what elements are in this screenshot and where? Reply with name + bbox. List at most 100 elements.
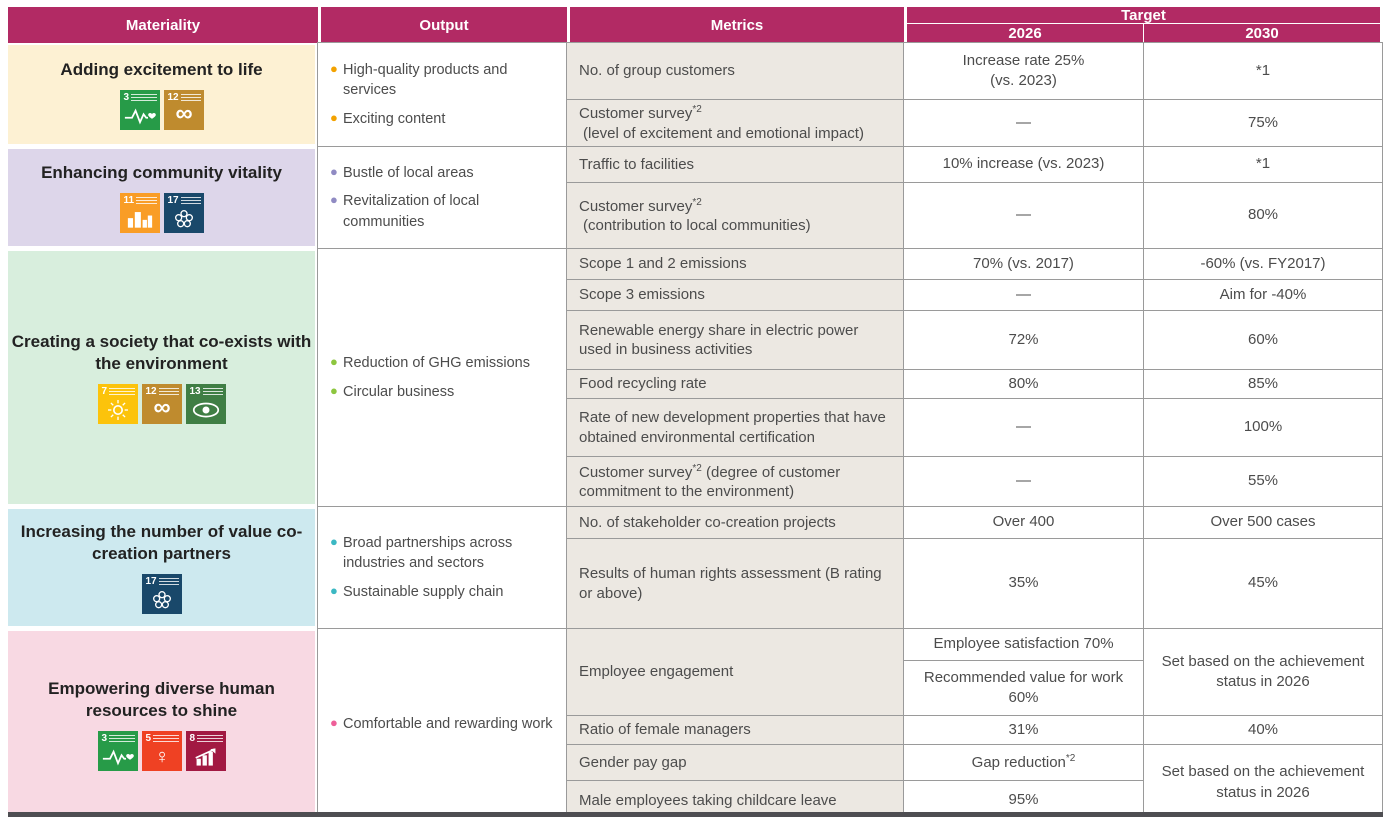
materiality-cell-community: Enhancing community vitality 11 17 bbox=[8, 149, 315, 246]
metric-label: Ratio of female managers bbox=[566, 715, 904, 745]
output-item: Sustainable supply chain bbox=[330, 582, 558, 602]
metric-label: Rate of new development properties that … bbox=[566, 398, 904, 457]
city-buildings-icon bbox=[124, 207, 157, 231]
target-2030-value: 40% bbox=[1143, 715, 1383, 745]
target-2026-value: 31% bbox=[903, 715, 1144, 745]
sdg-number: 8 bbox=[189, 732, 196, 744]
sdg-12-icon: 12 ∞ bbox=[141, 383, 182, 424]
sdg-3-icon: 3 bbox=[97, 730, 138, 771]
target-2026-value: Over 400 bbox=[903, 506, 1144, 539]
metric-label: Employee engagement bbox=[566, 628, 904, 716]
target-2026-value: 35% bbox=[903, 538, 1144, 629]
sdg-17-icon: 17 bbox=[141, 573, 182, 614]
metric-label: Customer survey*2 (degree of customer co… bbox=[566, 456, 904, 507]
target-2026-value: — bbox=[903, 182, 1144, 249]
heartbeat-heart-icon bbox=[124, 104, 157, 128]
sdg-icon-row: 3 12 ∞ bbox=[119, 90, 204, 131]
sdg-icon-row: 3 5 ♀ 8 bbox=[97, 730, 226, 771]
sdg-5-icon: 5 ♀ bbox=[141, 730, 182, 771]
table-header: Materiality Output Metrics Target 2026 2… bbox=[8, 7, 1383, 43]
metric-label: Gender pay gap bbox=[566, 744, 904, 781]
target-2026-value: — bbox=[903, 398, 1144, 457]
output-item: Exciting content bbox=[330, 109, 558, 129]
infinity-icon: ∞ bbox=[175, 100, 193, 128]
metric-label: Traffic to facilities bbox=[566, 146, 904, 183]
target-2030-value: 45% bbox=[1143, 538, 1383, 629]
header-year-2026: 2026 bbox=[907, 24, 1144, 43]
header-target-label: Target bbox=[907, 7, 1380, 24]
sdg-17-icon: 17 bbox=[163, 193, 204, 234]
sdg-caption-lines bbox=[153, 734, 179, 742]
output-cell: Bustle of local areas Revitalization of … bbox=[317, 146, 567, 249]
target-2026-value: Gap reduction*2 bbox=[903, 744, 1144, 781]
group-diverse-human-resources: Empowering diverse human resources to sh… bbox=[8, 628, 1383, 817]
target-2030-value: *1 bbox=[1143, 42, 1383, 100]
output-cell: Reduction of GHG emissions Circular busi… bbox=[317, 248, 567, 507]
output-item: Circular business bbox=[330, 382, 558, 402]
group-adding-excitement: Adding excitement to life 3 12 ∞ High-qu… bbox=[8, 42, 1383, 147]
sdg-number: 7 bbox=[101, 385, 108, 397]
output-item: Revitalization of local communities bbox=[330, 191, 558, 232]
target-2030-value: -60% (vs. FY2017) bbox=[1143, 248, 1383, 280]
partnership-wheel-icon bbox=[168, 207, 201, 231]
group-co-creation-partners: Increasing the number of value co-creati… bbox=[8, 506, 1383, 629]
target-2030-value: 85% bbox=[1143, 369, 1383, 399]
metric-label: Food recycling rate bbox=[566, 369, 904, 399]
sdg-caption-lines bbox=[197, 734, 223, 742]
target-2026-value: — bbox=[903, 279, 1144, 311]
sdg-caption-lines bbox=[136, 197, 157, 205]
sdg-caption-lines bbox=[180, 94, 201, 102]
target-2026-value: 72% bbox=[903, 310, 1144, 370]
sdg-13-icon: 13 bbox=[185, 383, 226, 424]
metric-label: Scope 3 emissions bbox=[566, 279, 904, 311]
materiality-title: Empowering diverse human resources to sh… bbox=[48, 679, 275, 720]
sdg-11-icon: 11 bbox=[119, 193, 160, 234]
sdg-number: 17 bbox=[145, 575, 157, 587]
sdg-number: 12 bbox=[145, 385, 157, 397]
header-materiality: Materiality bbox=[8, 7, 318, 43]
output-cell: High-quality products and services Excit… bbox=[317, 42, 567, 147]
target-2030-value: 75% bbox=[1143, 99, 1383, 147]
output-item: Broad partnerships across industries and… bbox=[330, 533, 558, 574]
sdg-3-icon: 3 bbox=[119, 90, 160, 131]
target-2030-value: 60% bbox=[1143, 310, 1383, 370]
metric-label: Results of human rights assessment (B ra… bbox=[566, 538, 904, 629]
target-2026-value: Employee satisfaction 70% bbox=[903, 628, 1144, 661]
target-2030-value: 80% bbox=[1143, 182, 1383, 249]
sdg-icon-row: 17 bbox=[141, 573, 182, 614]
metric-label: Male employees taking childcare leave bbox=[566, 780, 904, 817]
target-2026-value: Increase rate 25% (vs. 2023) bbox=[903, 42, 1144, 100]
sdg-caption-lines bbox=[158, 577, 179, 585]
target-2026-value: — bbox=[903, 99, 1144, 147]
group-data-table: Reduction of GHG emissions Circular busi… bbox=[317, 248, 1383, 507]
gender-equality-icon: ♀ bbox=[154, 745, 170, 768]
header-metrics: Metrics bbox=[570, 7, 904, 43]
sdg-number: 3 bbox=[123, 92, 130, 104]
sdg-icon-row: 11 17 bbox=[119, 193, 204, 234]
header-year-2030: 2030 bbox=[1245, 25, 1279, 42]
output-item: Reduction of GHG emissions bbox=[330, 353, 558, 373]
target-2030-value: *1 bbox=[1143, 146, 1383, 183]
output-cell: Broad partnerships across industries and… bbox=[317, 506, 567, 629]
sdg-caption-lines bbox=[180, 197, 201, 205]
heartbeat-heart-icon bbox=[102, 745, 135, 769]
metric-label: Customer survey*2 (level of excitement an… bbox=[566, 99, 904, 147]
growth-chart-icon bbox=[190, 745, 223, 769]
target-2026-value: 10% increase (vs. 2023) bbox=[903, 146, 1144, 183]
group-data-table: Comfortable and rewarding work Employee … bbox=[317, 628, 1383, 817]
metric-label: No. of stakeholder co-creation projects bbox=[566, 506, 904, 539]
sdg-number: 3 bbox=[101, 732, 108, 744]
target-2026-value: 70% (vs. 2017) bbox=[903, 248, 1144, 280]
output-item: Comfortable and rewarding work bbox=[330, 714, 558, 734]
metric-label: Scope 1 and 2 emissions bbox=[566, 248, 904, 280]
target-2030-value: Set based on the achievement status in 2… bbox=[1143, 744, 1383, 817]
infinity-icon: ∞ bbox=[153, 393, 171, 421]
materiality-cell-excitement: Adding excitement to life 3 12 ∞ bbox=[8, 45, 315, 144]
sdg-caption-lines bbox=[158, 387, 179, 395]
materiality-cell-environment: Creating a society that co-exists with t… bbox=[8, 251, 315, 504]
sdg-caption-lines bbox=[131, 94, 157, 102]
group-data-table: Broad partnerships across industries and… bbox=[317, 506, 1383, 629]
sdg-number: 13 bbox=[189, 385, 201, 397]
output-cell: Comfortable and rewarding work bbox=[317, 628, 567, 817]
